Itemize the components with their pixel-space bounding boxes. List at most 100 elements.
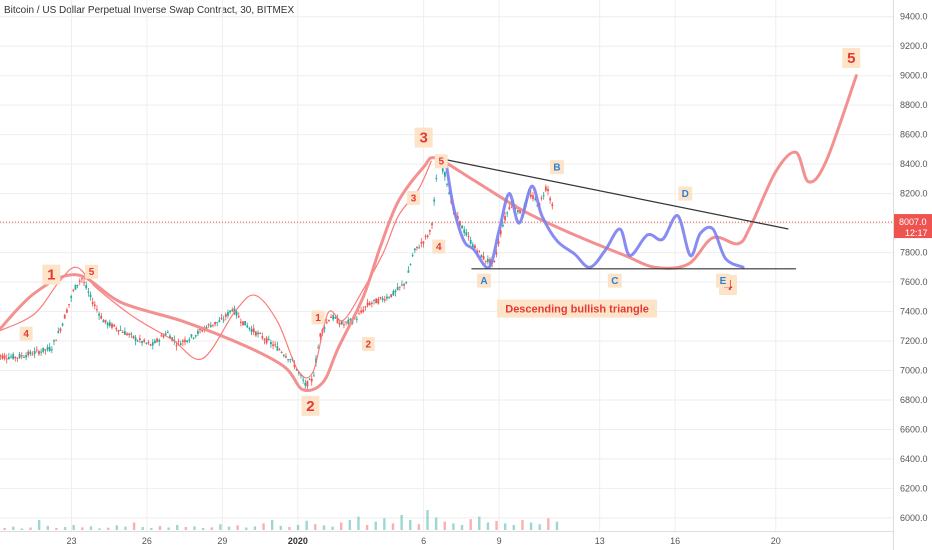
wave-label-small-box — [311, 310, 325, 325]
wave-label-small-box — [407, 191, 421, 206]
volume-bar — [340, 522, 343, 530]
candle-body — [68, 304, 70, 306]
candle-body — [220, 317, 223, 319]
abc-wave-label: B — [553, 163, 560, 174]
triangle-upper-trendline[interactable] — [438, 157, 789, 230]
y-tick-label: 6400.0 — [900, 454, 928, 464]
candle-body — [59, 328, 62, 332]
candle-body — [175, 345, 178, 347]
volume-bar — [555, 521, 559, 530]
candle-body — [383, 299, 386, 301]
candle-body — [20, 355, 23, 357]
y-tick-label: 8200.0 — [900, 189, 928, 199]
candle-body — [23, 356, 25, 358]
candle-body — [38, 351, 40, 355]
volume-bar — [314, 524, 317, 530]
candle-body — [72, 290, 75, 292]
candle-body — [78, 280, 81, 282]
candle-body — [53, 340, 55, 342]
price-axis[interactable] — [893, 0, 932, 550]
candle-body — [274, 344, 277, 346]
candle-body — [216, 322, 219, 324]
candle-body — [190, 334, 193, 337]
candle-body — [330, 316, 332, 318]
candle-body — [493, 260, 496, 262]
volume-bar — [141, 527, 144, 530]
candle-body — [471, 244, 474, 247]
candle-body — [3, 355, 6, 359]
volume-bar — [305, 520, 308, 530]
y-tick-label: 6000.0 — [900, 513, 928, 523]
candle-body — [310, 378, 313, 382]
candle-body — [499, 230, 502, 235]
candle-body — [360, 310, 363, 313]
candle-body — [302, 379, 305, 381]
y-tick-label: 8400.0 — [900, 159, 928, 169]
candle-body — [231, 309, 234, 312]
candle-body — [338, 322, 341, 325]
candle-body — [433, 199, 436, 202]
candle-body — [91, 301, 94, 305]
candle-body — [134, 337, 137, 341]
abc-projection-line — [444, 162, 745, 270]
candle-body — [519, 209, 521, 214]
candle-body — [398, 286, 401, 288]
candle-body — [416, 246, 418, 248]
candle-body — [261, 336, 264, 339]
candle-body — [459, 220, 461, 226]
candle-body — [547, 188, 549, 192]
volume-bar — [227, 526, 231, 530]
y-tick-label: 7000.0 — [900, 365, 928, 375]
candle-body — [446, 183, 448, 185]
candle-body — [44, 349, 47, 351]
candle-body — [0, 355, 2, 357]
candle-body — [418, 247, 421, 249]
candle-body — [349, 318, 352, 321]
volume-bar — [270, 520, 274, 530]
candle-body — [347, 319, 350, 324]
candle-body — [355, 318, 358, 320]
candle-body — [508, 207, 511, 210]
wave-label-small: 5 — [438, 157, 444, 168]
candle-body — [65, 309, 68, 313]
volume-bar — [279, 525, 282, 530]
candle-body — [448, 192, 451, 195]
volume-bar — [81, 527, 84, 530]
x-tick-label: 2020 — [288, 536, 308, 546]
candle-body — [154, 340, 156, 344]
volume-bar — [12, 526, 15, 530]
volume-bar — [29, 527, 32, 530]
candle-body — [40, 351, 43, 353]
candle-body — [285, 356, 287, 358]
candle-body — [456, 215, 459, 220]
candle-body — [166, 332, 169, 334]
volume-bar — [409, 520, 412, 530]
y-tick-label: 9200.0 — [900, 41, 928, 51]
candle-body — [467, 236, 470, 238]
candle-body — [218, 320, 221, 322]
volume-bar — [210, 527, 213, 530]
candle-body — [549, 198, 552, 201]
candle-body — [431, 223, 433, 226]
candle-body — [263, 339, 266, 341]
candle-body — [328, 320, 330, 322]
candle-body — [158, 339, 161, 342]
candle-body — [149, 344, 152, 346]
candle-body — [345, 321, 347, 323]
candle-body — [61, 323, 64, 326]
candle-body — [289, 359, 292, 361]
candle-body — [497, 241, 500, 244]
candle-body — [31, 354, 34, 356]
candle-body — [42, 347, 45, 352]
y-tick-label: 8800.0 — [900, 100, 928, 110]
volume-bar — [547, 518, 550, 530]
volume-bar — [184, 527, 188, 530]
candle-body — [409, 264, 412, 266]
candle-body — [254, 331, 257, 336]
candle-body — [534, 198, 537, 200]
x-tick-label: 9 — [497, 536, 502, 546]
candle-body — [162, 335, 165, 338]
wave-label-small: 3 — [411, 194, 417, 205]
